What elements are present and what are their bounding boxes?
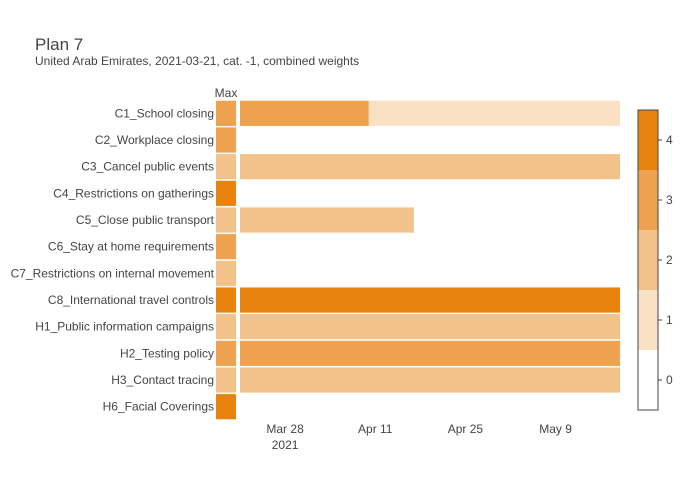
colorbar-legend: 0 1 2 3 4 bbox=[637, 109, 673, 411]
x-tick-label: Apr 11 bbox=[358, 422, 393, 436]
x-tick-sublabel: 2021 bbox=[272, 438, 299, 452]
timeline-segment-h2-testing-policy-6 bbox=[240, 340, 620, 366]
colorbar-swatch-4 bbox=[638, 110, 658, 170]
max-cell-c2-workplace-closing bbox=[216, 127, 236, 153]
row-label-c3-cancel-public-events: C3_Cancel public events bbox=[81, 160, 214, 174]
timeline-segment-h1-public-information-campaigns-5 bbox=[240, 314, 620, 340]
row-label-h1-public-information-campaigns: H1_Public information campaigns bbox=[35, 320, 214, 334]
timeline-segment-c3-cancel-public-events-2 bbox=[240, 154, 620, 180]
colorbar-swatch-2 bbox=[638, 230, 658, 290]
max-cell-c1-school-closing bbox=[216, 100, 236, 126]
max-cell-h6-facial-coverings bbox=[216, 394, 236, 420]
timeline-segment-h3-contact-tracing-7 bbox=[240, 367, 620, 393]
row-label-c2-workplace-closing: C2_Workplace closing bbox=[95, 133, 214, 147]
row-label-c6-stay-at-home-requirements: C6_Stay at home requirements bbox=[48, 240, 214, 254]
row-label-h3-contact-tracing: H3_Contact tracing bbox=[111, 373, 214, 387]
max-cell-c4-restrictions-on-gatherings bbox=[216, 180, 236, 206]
row-label-c1-school-closing: C1_School closing bbox=[115, 106, 214, 120]
colorbar-tick-label-4: 4 bbox=[666, 133, 673, 147]
row-label-c5-close-public-transport: C5_Close public transport bbox=[76, 213, 215, 227]
timeline-segment-c1-school-closing-1 bbox=[368, 100, 620, 126]
row-labels: C1_School closing C2_Workplace closing C3_… bbox=[11, 106, 215, 413]
x-axis: Mar 28 2021 Apr 11 Apr 25 May 9 bbox=[266, 422, 572, 452]
colorbar-tick-label-2: 2 bbox=[666, 253, 673, 267]
max-cell-c6-stay-at-home-requirements bbox=[216, 234, 236, 260]
x-tick-label: May 9 bbox=[539, 422, 572, 436]
max-cell-c3-cancel-public-events bbox=[216, 154, 236, 180]
row-label-h6-facial-coverings: H6_Facial Coverings bbox=[103, 400, 214, 414]
row-label-c8-international-travel-controls: C8_International travel controls bbox=[48, 293, 214, 307]
max-column-label: Max bbox=[215, 86, 238, 100]
max-column bbox=[216, 100, 236, 420]
row-label-h2-testing-policy: H2_Testing policy bbox=[120, 346, 214, 360]
max-cell-h3-contact-tracing bbox=[216, 367, 236, 393]
chart-subtitle: United Arab Emirates, 2021-03-21, cat. -… bbox=[35, 54, 360, 68]
timeline-area bbox=[240, 100, 620, 393]
colorbar-swatch-3 bbox=[638, 170, 658, 230]
colorbar-tick-label-1: 1 bbox=[666, 313, 673, 327]
x-tick-label: Mar 28 bbox=[266, 422, 304, 436]
max-cell-h2-testing-policy bbox=[216, 340, 236, 366]
chart-title: Plan 7 bbox=[35, 35, 84, 54]
max-cell-h1-public-information-campaigns bbox=[216, 314, 236, 340]
x-tick-label: Apr 25 bbox=[448, 422, 484, 436]
row-label-c4-restrictions-on-gatherings: C4_Restrictions on gatherings bbox=[53, 186, 214, 200]
timeline-segment-c5-close-public-transport-3 bbox=[240, 207, 414, 233]
timeline-segment-c1-school-closing-0 bbox=[240, 100, 369, 126]
colorbar-tick-label-3: 3 bbox=[666, 193, 673, 207]
colorbar-tick-label-0: 0 bbox=[666, 373, 673, 387]
row-label-c7-restrictions-on-internal-movement: C7_Restrictions on internal movement bbox=[11, 266, 215, 280]
max-cell-c8-international-travel-controls bbox=[216, 287, 236, 313]
colorbar-swatch-1 bbox=[638, 290, 658, 350]
colorbar-swatch-0 bbox=[638, 350, 658, 410]
max-cell-c7-restrictions-on-internal-movement bbox=[216, 260, 236, 286]
timeline-segment-c8-international-travel-controls-4 bbox=[240, 287, 620, 313]
max-cell-c5-close-public-transport bbox=[216, 207, 236, 233]
